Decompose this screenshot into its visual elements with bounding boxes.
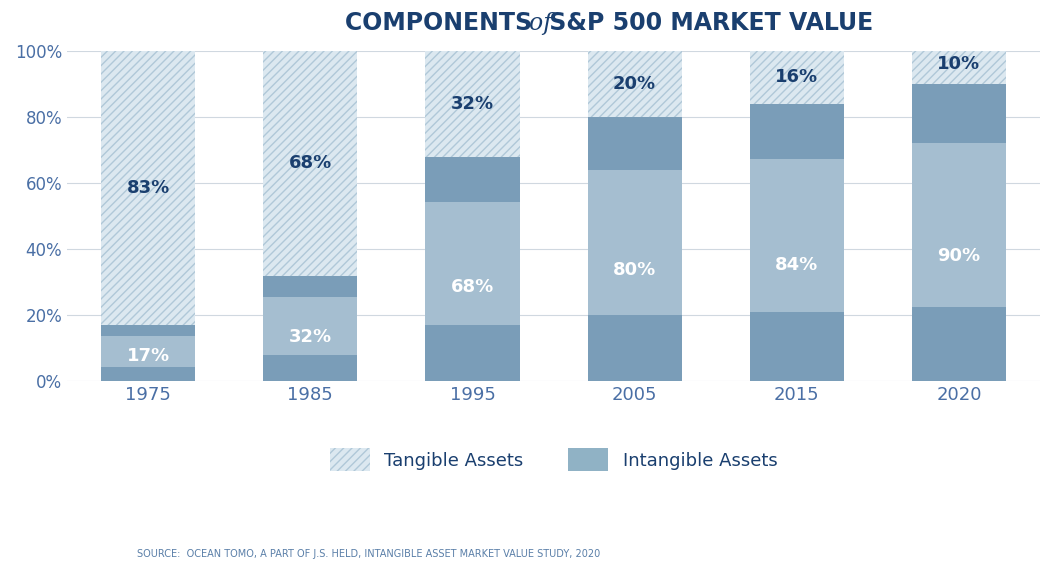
Bar bbox=[101, 325, 195, 382]
Bar bbox=[912, 84, 1006, 382]
Text: 84%: 84% bbox=[775, 256, 819, 274]
Bar bbox=[101, 51, 195, 325]
Legend: Tangible Assets, Intangible Assets: Tangible Assets, Intangible Assets bbox=[330, 448, 778, 471]
Bar bbox=[264, 297, 358, 355]
Text: 16%: 16% bbox=[775, 68, 819, 86]
Bar bbox=[264, 51, 358, 276]
Bar bbox=[588, 51, 682, 117]
Text: 32%: 32% bbox=[289, 328, 332, 346]
Bar bbox=[425, 51, 519, 157]
Text: 80%: 80% bbox=[613, 261, 656, 279]
Bar bbox=[588, 117, 682, 382]
Bar bbox=[750, 51, 844, 104]
Bar bbox=[588, 51, 682, 117]
Bar bbox=[264, 51, 358, 276]
Text: 10%: 10% bbox=[937, 55, 980, 73]
Bar bbox=[101, 51, 195, 325]
Text: 68%: 68% bbox=[289, 154, 332, 173]
Bar bbox=[912, 51, 1006, 84]
Text: of: of bbox=[530, 12, 552, 35]
Bar bbox=[912, 144, 1006, 307]
Bar bbox=[750, 104, 844, 382]
Bar bbox=[264, 276, 358, 382]
Text: SOURCE:  OCEAN TOMO, A PART OF J.S. HELD, INTANGIBLE ASSET MARKET VALUE STUDY, 2: SOURCE: OCEAN TOMO, A PART OF J.S. HELD,… bbox=[137, 549, 600, 559]
Bar bbox=[750, 51, 844, 104]
Text: COMPONENTS: COMPONENTS bbox=[345, 11, 541, 35]
Bar bbox=[425, 51, 519, 157]
Bar bbox=[588, 170, 682, 316]
Text: 90%: 90% bbox=[937, 247, 980, 266]
Bar bbox=[425, 201, 519, 325]
Bar bbox=[912, 51, 1006, 84]
Bar bbox=[425, 157, 519, 382]
Text: 17%: 17% bbox=[127, 347, 170, 365]
Text: 32%: 32% bbox=[450, 95, 494, 113]
Text: S&P 500 MARKET VALUE: S&P 500 MARKET VALUE bbox=[541, 11, 872, 35]
Text: 83%: 83% bbox=[127, 179, 170, 197]
Text: 68%: 68% bbox=[450, 278, 494, 296]
Text: 20%: 20% bbox=[613, 75, 656, 93]
Bar bbox=[101, 336, 195, 367]
Bar bbox=[750, 159, 844, 312]
